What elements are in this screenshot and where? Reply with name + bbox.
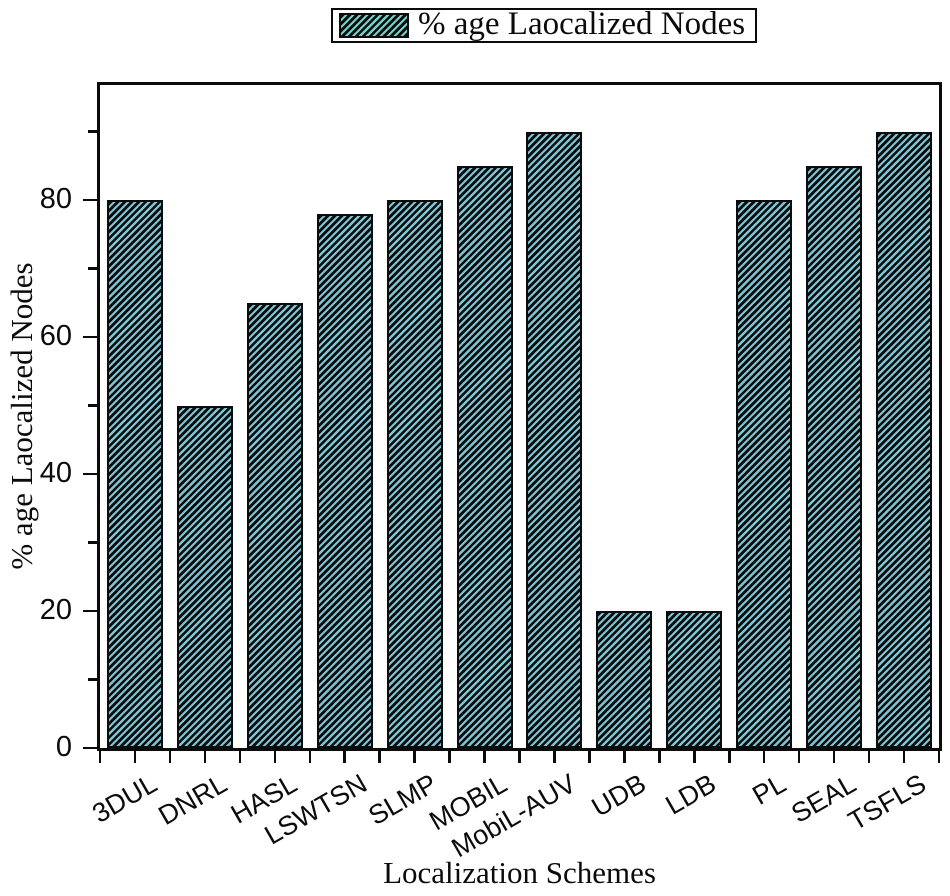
x-tick — [238, 751, 242, 763]
x-tick — [133, 751, 137, 763]
bar-SEAL — [806, 165, 863, 748]
x-axis-title: Localization Schemes — [383, 855, 656, 890]
x-category-label-3DUL: 3DUL — [87, 768, 162, 829]
y-minor-tick — [88, 541, 97, 544]
bar-3DUL — [106, 200, 163, 748]
x-tick — [483, 751, 486, 763]
y-tick-label: 40 — [39, 457, 72, 490]
y-major-tick — [83, 746, 97, 750]
y-major-tick — [83, 472, 97, 476]
x-tick — [762, 751, 766, 763]
legend-label: % age Laocalized Nodes — [418, 5, 746, 42]
bar-MobiL-AUV — [526, 131, 583, 748]
x-tick — [308, 751, 311, 763]
bar-HASL — [246, 302, 303, 748]
bar-TSFLS — [876, 131, 933, 748]
x-category-label-TSFLS: TSFLS — [843, 768, 932, 837]
y-minor-tick — [88, 267, 97, 270]
x-tick — [273, 751, 277, 763]
y-major-tick — [83, 198, 97, 202]
x-tick — [902, 751, 906, 763]
y-minor-tick — [88, 404, 97, 407]
x-tick — [937, 751, 941, 763]
x-tick — [658, 751, 661, 763]
y-major-tick — [83, 609, 97, 613]
x-tick — [693, 751, 696, 763]
x-tick — [867, 751, 871, 763]
bar-DNRL — [176, 405, 233, 748]
bar-MOBIL — [456, 165, 513, 748]
bar-SLMP — [386, 200, 443, 748]
x-category-label-LDB: LDB — [660, 768, 722, 821]
x-tick — [413, 751, 416, 763]
x-category-label-PL: PL — [747, 768, 792, 811]
x-tick — [588, 751, 591, 763]
y-tick-label: 60 — [39, 320, 72, 353]
bar-LSWTSN — [316, 213, 373, 748]
x-tick — [98, 751, 102, 763]
x-tick — [797, 751, 801, 763]
x-tick — [518, 751, 521, 763]
x-tick — [448, 751, 451, 763]
x-category-label-DNRL: DNRL — [153, 768, 232, 832]
x-tick — [343, 751, 346, 763]
y-axis-title: % age Laocalized Nodes — [4, 262, 39, 570]
y-minor-tick — [88, 678, 97, 681]
y-tick-label: 80 — [39, 183, 72, 216]
plot-area: 0 20 40 60 80 — [40, 82, 942, 763]
bar-LDB — [666, 611, 723, 748]
x-category-label-UDB: UDB — [586, 768, 652, 823]
x-tick — [553, 751, 556, 763]
x-tick — [378, 751, 381, 763]
y-minor-tick — [88, 130, 97, 133]
y-tick-label: 20 — [39, 594, 72, 627]
chart-legend: % age Laocalized Nodes — [331, 5, 758, 43]
bar-UDB — [596, 611, 653, 748]
y-tick-label: 0 — [55, 731, 72, 763]
x-tick — [832, 751, 836, 763]
x-tick — [728, 751, 731, 763]
y-major-tick — [83, 335, 97, 339]
x-tick — [168, 751, 172, 763]
bar-PL — [736, 200, 793, 748]
x-tick — [623, 751, 626, 763]
legend-hatch-swatch — [339, 13, 409, 38]
x-tick — [203, 751, 207, 763]
